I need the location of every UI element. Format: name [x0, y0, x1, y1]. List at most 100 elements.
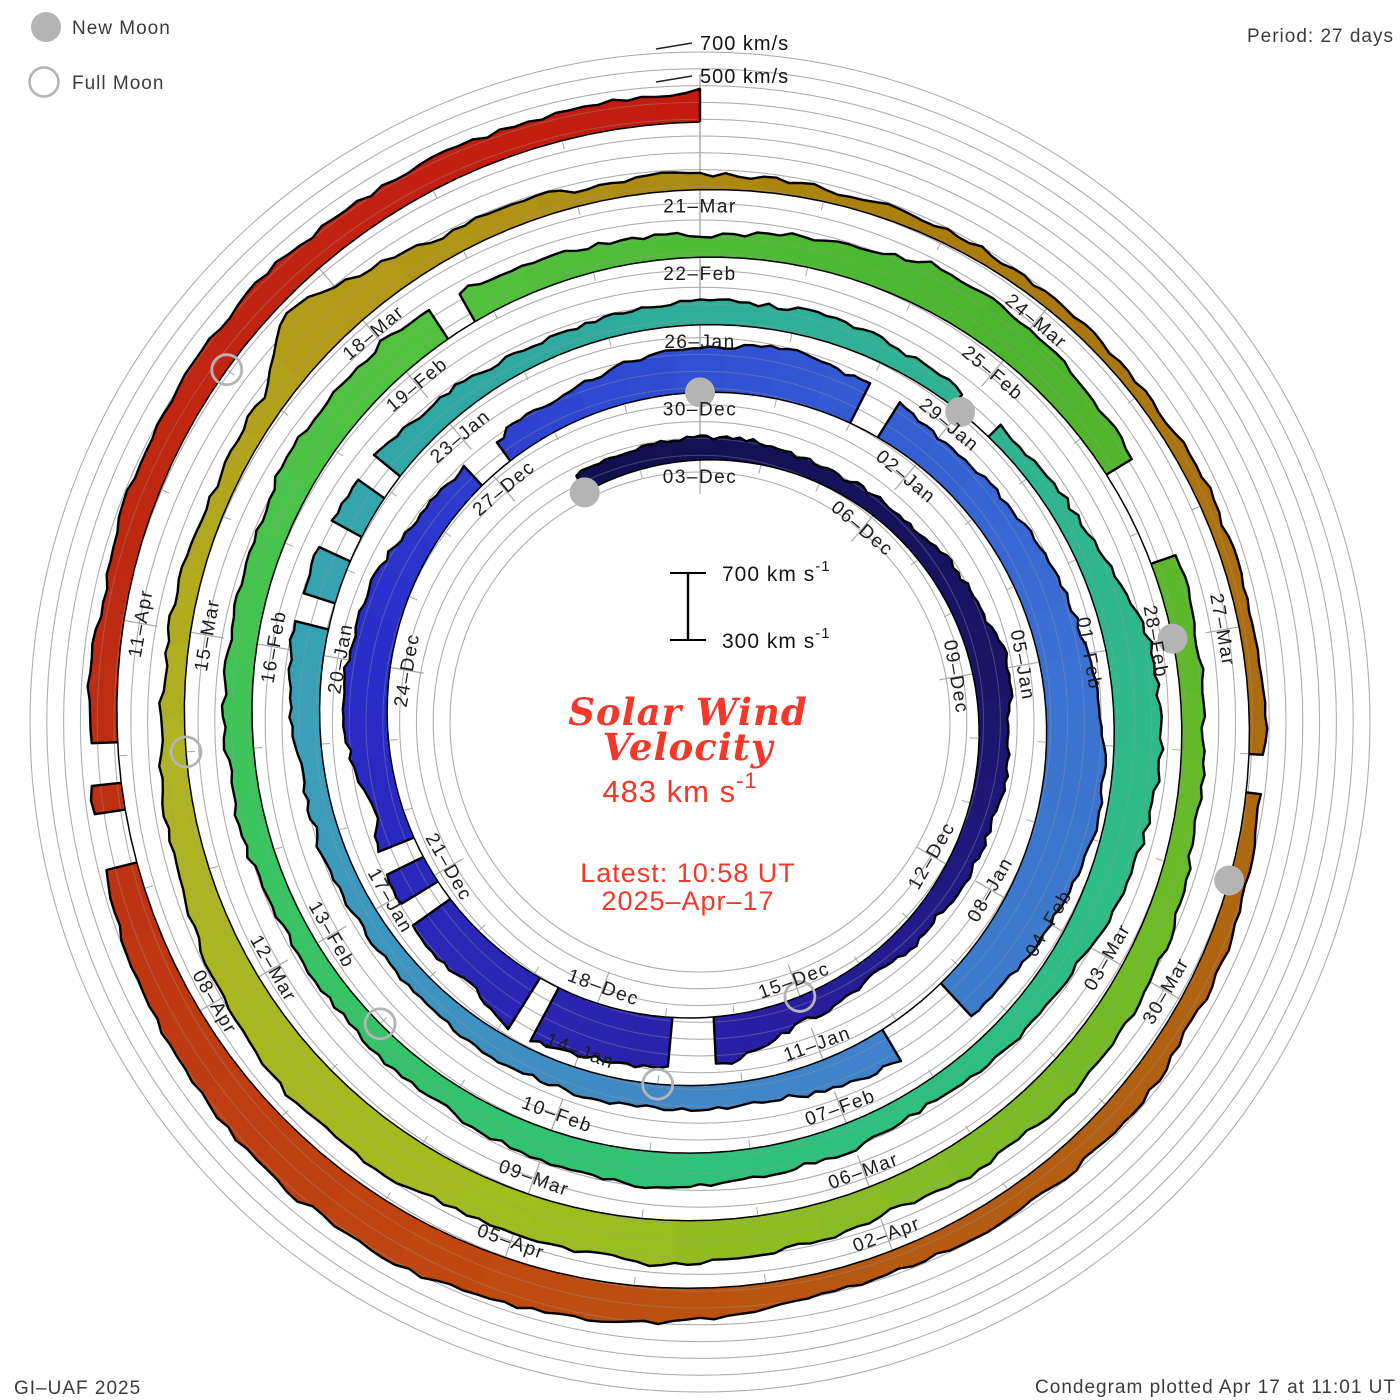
- day-tick: [534, 966, 540, 974]
- gridline-circle-overlay: [331, 353, 1069, 1091]
- gridline-circle-overlay: [264, 286, 1136, 1158]
- day-tick: [1098, 1097, 1106, 1105]
- date-radial-tick: [405, 371, 429, 399]
- outer-scale-700-tick: [655, 42, 693, 50]
- day-tick: [561, 141, 565, 150]
- date-radial-tick: [316, 925, 347, 944]
- day-tick: [928, 1069, 934, 1077]
- date-radial-tick: [916, 846, 947, 865]
- outer-scale-700-label: 700 km/s: [700, 33, 789, 55]
- date-radial-tick: [1150, 981, 1181, 1000]
- date-radial-tick: [939, 673, 973, 681]
- day-tick: [1073, 438, 1081, 445]
- spiral-band-segment: [796, 457, 840, 490]
- day-tick: [554, 432, 559, 441]
- day-tick: [774, 399, 777, 408]
- date-label: 30–Dec: [663, 399, 738, 420]
- spiral-band-segment: [1045, 707, 1107, 766]
- spiral-band-segment: [1111, 684, 1164, 750]
- latest-date-label: 2025–Apr–17: [601, 886, 774, 916]
- new-moon-marker: [1157, 623, 1188, 654]
- date-radial-tick: [850, 515, 874, 542]
- day-tick: [624, 404, 628, 413]
- day-tick: [943, 613, 952, 618]
- spiral-band-segment: [1093, 342, 1154, 409]
- spiral-band-segment: [721, 232, 793, 264]
- velocity-curve: [529, 987, 674, 1070]
- date-radial-tick: [833, 1091, 847, 1124]
- day-tick: [281, 410, 289, 416]
- gridline-circle-overlay: [163, 185, 1237, 1259]
- outer-scale-500-tick: [655, 75, 693, 83]
- scale-700-label: 700 km s-1: [722, 558, 831, 586]
- radial-scale-bar: 700 km s-1 300 km s-1: [670, 558, 831, 653]
- day-tick: [339, 827, 348, 831]
- gridline-circle: [46, 68, 1354, 1376]
- date-radial-tick: [1205, 626, 1240, 634]
- day-tick: [789, 333, 793, 342]
- day-tick: [145, 885, 154, 889]
- outer-scale-500-label: 500 km/s: [700, 66, 789, 88]
- day-tick: [380, 1017, 388, 1024]
- velocity-curve: [411, 898, 542, 1031]
- date-radial-tick: [894, 463, 918, 491]
- day-tick: [758, 465, 762, 474]
- velocity-curve: [495, 343, 872, 462]
- velocity-curve: [86, 87, 702, 745]
- day-tick: [1000, 1005, 1007, 1012]
- day-tick: [409, 596, 418, 601]
- spiral-band-segment: [236, 530, 286, 604]
- date-radial-tick: [787, 964, 801, 997]
- gridline-circle-overlay: [130, 152, 1270, 1292]
- spiral-band-segment: [567, 313, 628, 350]
- velocity-curve: [458, 231, 1133, 476]
- day-tick: [335, 450, 343, 457]
- date-radial-tick: [527, 1161, 541, 1195]
- velocity-curve: [341, 464, 483, 854]
- day-tick: [478, 924, 486, 931]
- day-tick: [282, 1110, 289, 1117]
- day-tick: [665, 1008, 668, 1017]
- date-label: 15–Mar: [191, 597, 224, 673]
- date-radial-tick: [123, 619, 158, 627]
- velocity-curve: [575, 434, 1014, 1065]
- velocity-curve: [105, 791, 1263, 1326]
- day-tick: [1019, 479, 1027, 485]
- current-velocity-value: 483 km s-1: [602, 768, 757, 809]
- plotted-timestamp-label: Condegram plotted Apr 17 at 11:01 UT: [1035, 1377, 1396, 1398]
- gridline-circle-overlay: [399, 421, 1001, 1023]
- day-tick: [285, 542, 294, 547]
- spiral-band-segment: [120, 926, 194, 1020]
- velocity-curve: [302, 545, 351, 605]
- scale-300-label: 300 km s-1: [722, 625, 831, 653]
- date-radial-tick: [975, 880, 1006, 899]
- full-moon-icon: [28, 66, 60, 98]
- gridline-circle-overlay: [63, 85, 1337, 1359]
- day-tick: [227, 369, 235, 376]
- gridline-circle: [29, 51, 1371, 1393]
- day-tick: [389, 490, 397, 497]
- day-tick: [444, 531, 452, 537]
- spiral-baseline: [116, 121, 1251, 1290]
- full-moon-marker: [210, 353, 244, 387]
- date-radial-tick: [433, 858, 464, 877]
- gridline-circle-overlay: [415, 437, 985, 1007]
- day-tick: [404, 807, 413, 811]
- date-radial-tick: [190, 631, 225, 639]
- new-moon-label: New Moon: [72, 18, 171, 39]
- date-radial-tick: [550, 1098, 564, 1131]
- gridline-circle-overlay: [348, 370, 1052, 1074]
- full-moon-marker: [641, 1067, 675, 1101]
- gridline-circle-overlay: [46, 68, 1354, 1376]
- center-annotations: Solar Wind Velocity 483 km s-1 Latest: 1…: [568, 690, 807, 916]
- moon-legend: New Moon Full Moon: [28, 12, 171, 98]
- day-tick: [422, 1136, 428, 1144]
- spiral-band-segment: [1058, 514, 1113, 578]
- day-tick: [890, 1012, 897, 1020]
- day-tick: [815, 484, 820, 492]
- day-tick: [633, 1276, 636, 1285]
- gridline-circle-overlay: [180, 202, 1220, 1242]
- day-tick: [223, 516, 232, 521]
- day-tick: [1129, 532, 1138, 537]
- credit-label: GI–UAF 2025: [14, 1378, 141, 1399]
